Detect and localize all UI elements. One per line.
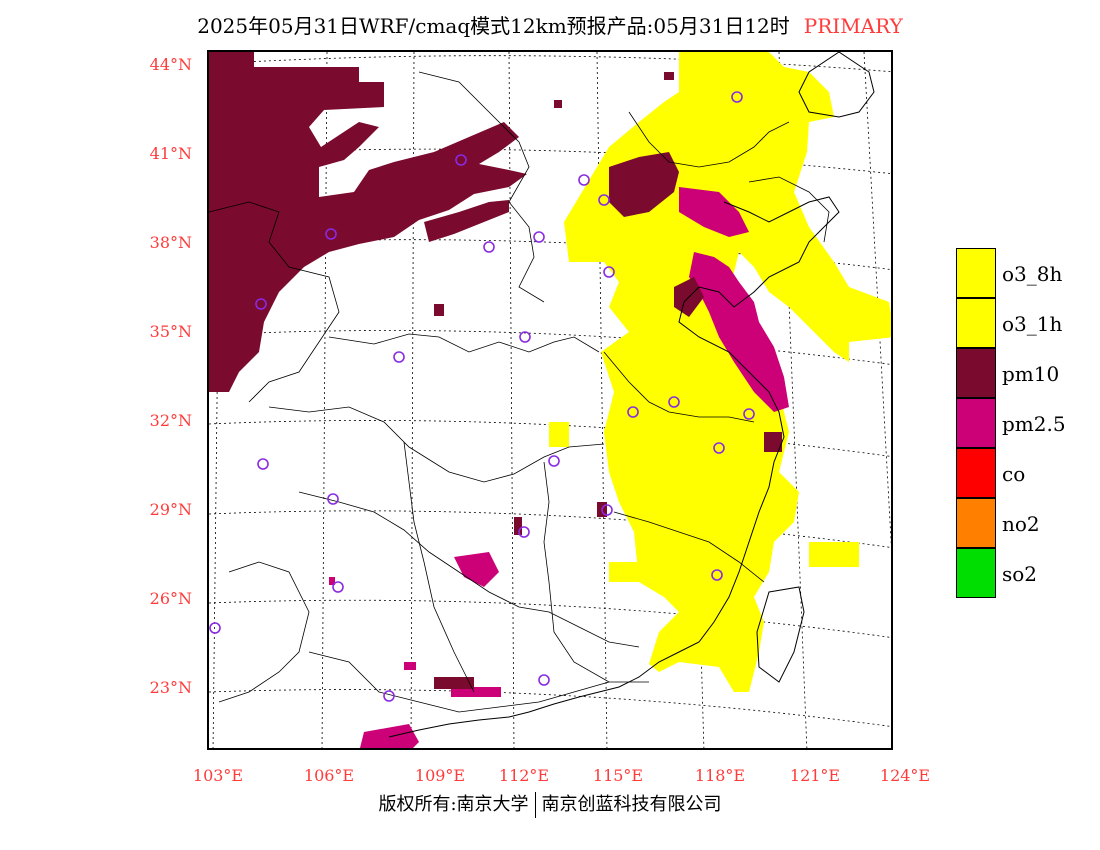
lon-label-106e: 106°E: [303, 766, 355, 785]
lon-label-121e: 121°E: [789, 766, 841, 785]
legend-label-pm25: pm2.5: [1002, 412, 1066, 436]
legend-swatch-no2: [956, 498, 996, 548]
lat-label-44n: 44°N: [149, 55, 192, 74]
legend-swatch-pm25: [956, 398, 996, 448]
legend-swatch-co: [956, 448, 996, 498]
province-boundaries: [209, 71, 830, 713]
legend-label-o3-1h: o3_1h: [1002, 312, 1063, 336]
o3-region-east: [549, 52, 891, 692]
monitoring-stations: [209, 91, 755, 702]
lat-label-35n: 35°N: [149, 322, 192, 341]
legend-label-pm10: pm10: [1002, 362, 1060, 386]
legend-label-o3-8h: o3_8h: [1002, 262, 1063, 286]
lon-label-124e: 124°E: [879, 766, 931, 785]
lat-label-38n: 38°N: [149, 233, 192, 252]
lat-label-41n: 41°N: [149, 144, 192, 163]
lon-label-115e: 115°E: [592, 766, 644, 785]
lat-label-29n: 29°N: [149, 500, 192, 519]
lon-label-112e: 112°E: [498, 766, 550, 785]
legend-swatch-o3-1h: [956, 298, 996, 348]
legend-label-so2: so2: [1002, 562, 1038, 586]
legend-swatch-pm10: [956, 348, 996, 398]
legend-swatch-o3-8h: [956, 248, 996, 298]
pollutant-tag: PRIMARY: [803, 14, 903, 38]
lat-label-26n: 26°N: [149, 589, 192, 608]
legend-label-co: co: [1002, 462, 1026, 486]
map-title-bar: 2025年05月31日WRF/cmaq模式12km预报产品:05月31日12时 P…: [0, 10, 1100, 39]
copyright-footer: 版权所有:南京大学 南京创蓝科技有限公司: [0, 790, 1100, 818]
legend-label-no2: no2: [1002, 512, 1040, 536]
lon-label-118e: 118°E: [694, 766, 746, 785]
lat-label-23n: 23°N: [149, 678, 192, 697]
map-canvas: [209, 52, 891, 748]
coastline: [388, 52, 875, 738]
pm25-region-coast: [329, 187, 789, 748]
footer-divider: [534, 792, 536, 818]
lat-label-32n: 32°N: [149, 411, 192, 430]
forecast-map[interactable]: [207, 50, 893, 750]
copyright-company: 南京创蓝科技有限公司: [541, 794, 722, 815]
lon-label-103e: 103°E: [192, 766, 244, 785]
lon-label-109e: 109°E: [414, 766, 466, 785]
map-title: 2025年05月31日WRF/cmaq模式12km预报产品:05月31日12时: [197, 14, 790, 38]
copyright-owner: 版权所有:南京大学: [378, 794, 529, 815]
legend-swatch-so2: [956, 548, 996, 598]
